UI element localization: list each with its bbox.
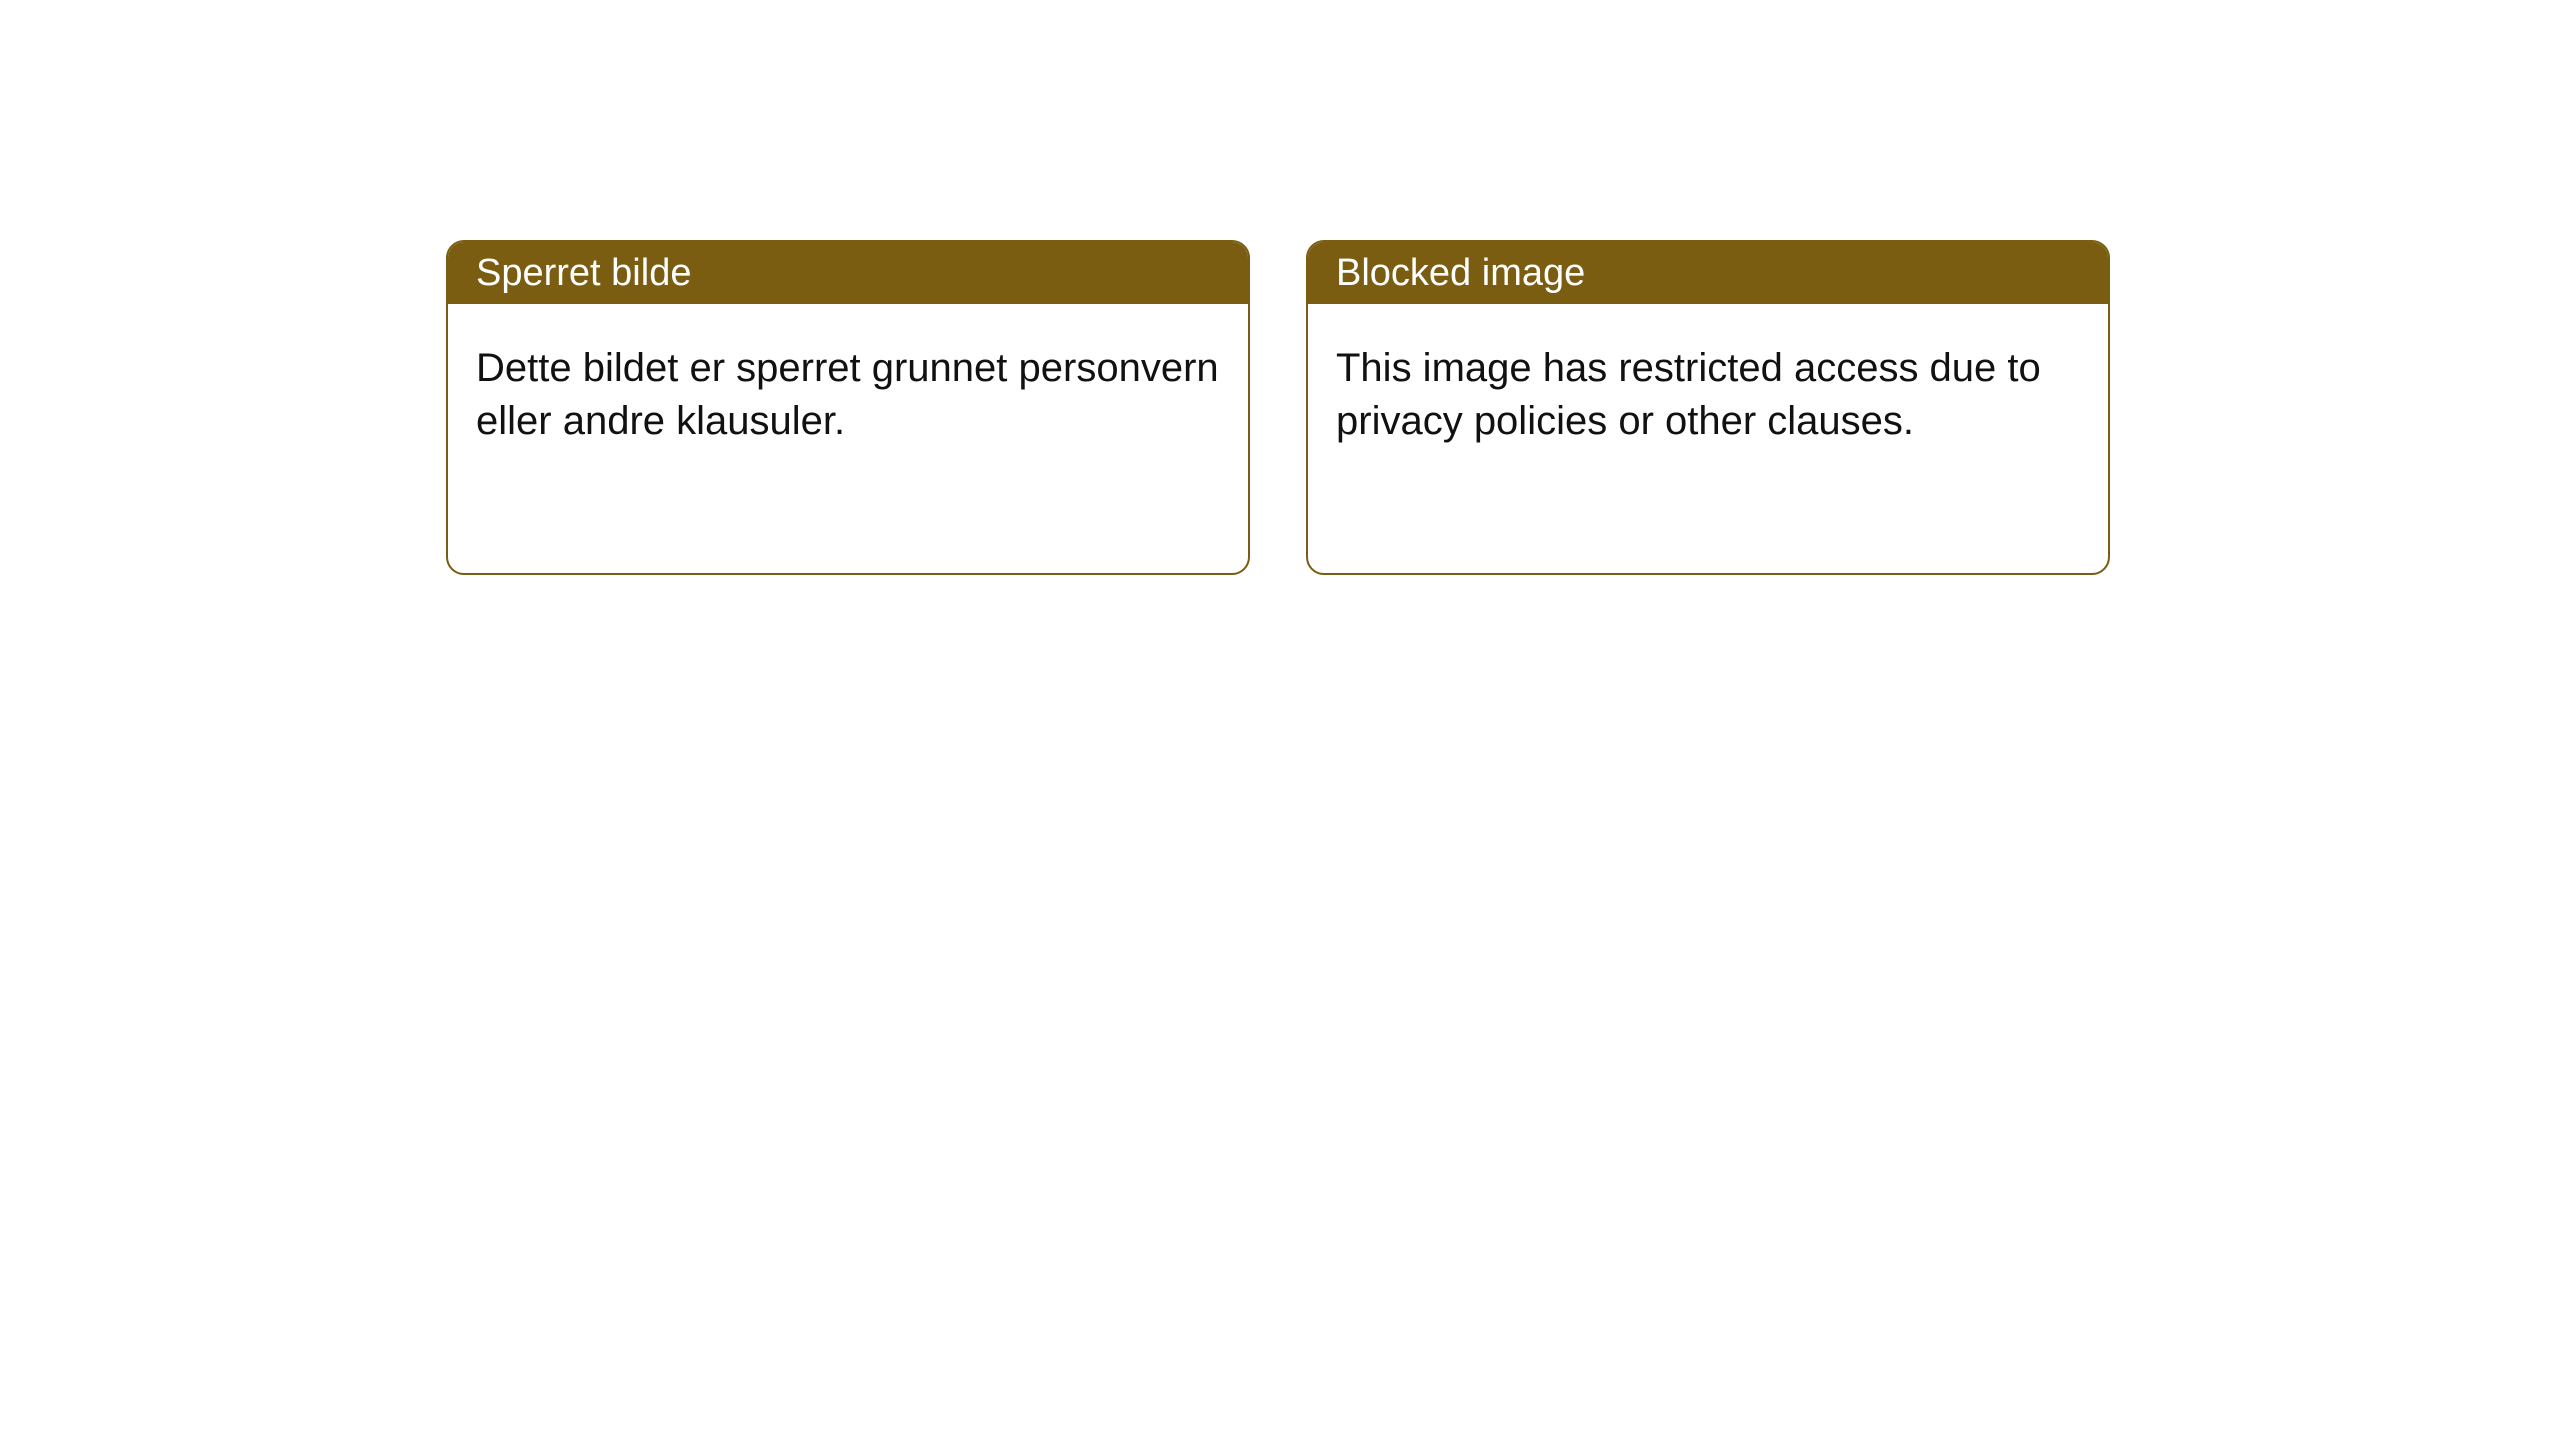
card-body: Dette bildet er sperret grunnet personve…	[448, 304, 1248, 486]
notice-card-norwegian: Sperret bilde Dette bildet er sperret gr…	[446, 240, 1250, 575]
card-body-text: This image has restricted access due to …	[1336, 346, 2041, 443]
notice-container: Sperret bilde Dette bildet er sperret gr…	[0, 0, 2560, 575]
card-body-text: Dette bildet er sperret grunnet personve…	[476, 346, 1219, 443]
card-title: Sperret bilde	[476, 252, 691, 295]
card-body: This image has restricted access due to …	[1308, 304, 2108, 486]
card-header: Blocked image	[1308, 242, 2108, 304]
card-header: Sperret bilde	[448, 242, 1248, 304]
card-title: Blocked image	[1336, 252, 1585, 295]
notice-card-english: Blocked image This image has restricted …	[1306, 240, 2110, 575]
